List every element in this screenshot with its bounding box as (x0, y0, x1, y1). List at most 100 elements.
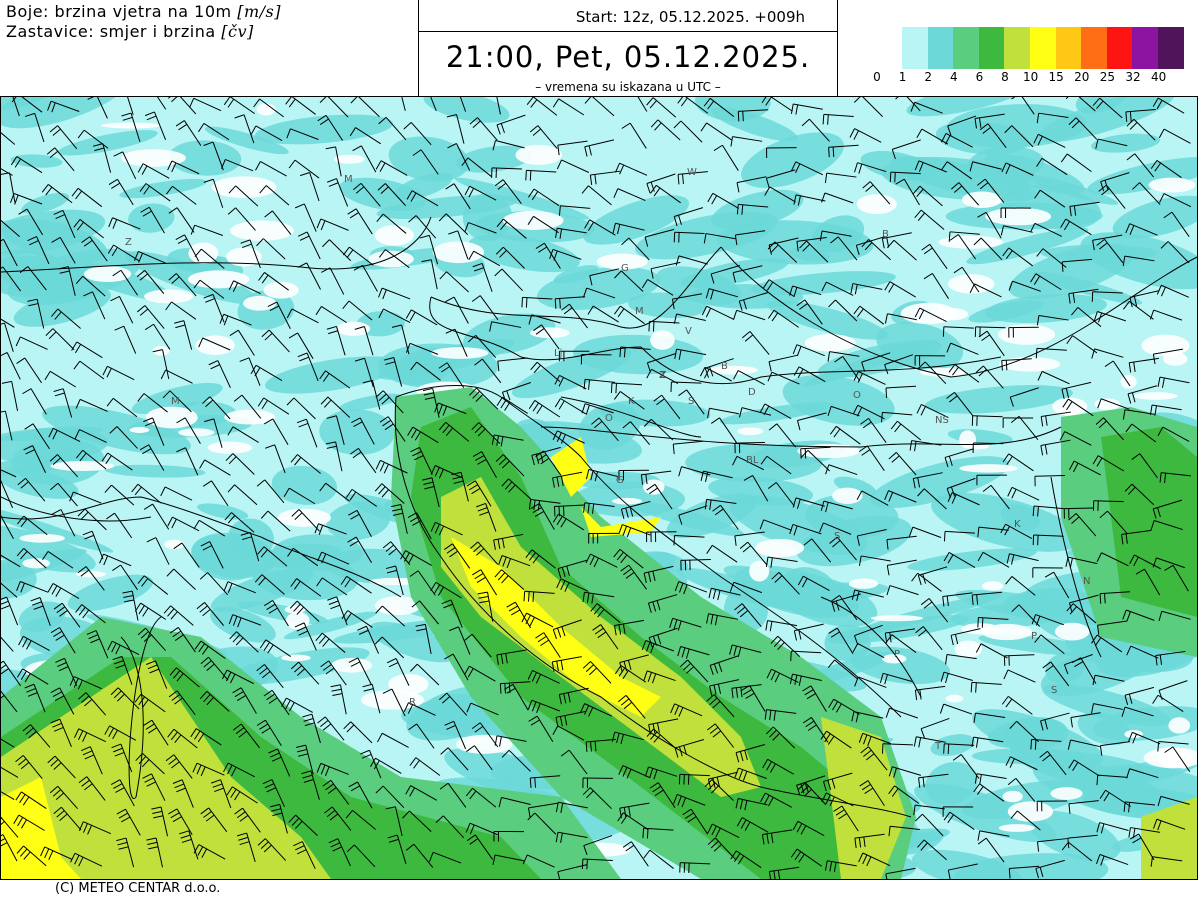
wind-barb (387, 834, 407, 864)
wind-field-patch (42, 405, 191, 455)
wind-barb (139, 183, 171, 202)
wind-barb (555, 801, 588, 814)
wind-barb (797, 575, 830, 592)
wind-barb (640, 470, 672, 485)
wind-barb (889, 171, 921, 183)
utc-note: – vremena su iskazana u UTC – (535, 80, 721, 94)
calm-patch (101, 122, 161, 129)
wind-barb (330, 684, 347, 715)
wind-barb (163, 605, 194, 626)
wind-barb (555, 227, 587, 239)
calm-patch (76, 571, 106, 578)
wind-barb (678, 773, 710, 785)
wind-barb (254, 574, 285, 595)
wind-barb (193, 279, 225, 299)
wind-barb (446, 114, 465, 144)
wind-barb (257, 546, 288, 567)
wind-barb (732, 265, 763, 283)
wind-barb (143, 417, 165, 446)
wind-barb (377, 732, 409, 748)
city-label: R (409, 697, 416, 708)
wind-barb (1150, 160, 1182, 179)
wind-barb (491, 434, 524, 447)
wind-barb (78, 821, 112, 835)
calm-patch (1002, 790, 1023, 803)
calm-patch (947, 274, 995, 294)
wind-barb (918, 773, 949, 788)
wind-barb (451, 471, 469, 502)
calm-patch (999, 356, 1061, 372)
wind-barb (386, 658, 410, 686)
wind-barb (1040, 439, 1071, 456)
wind-barb (767, 241, 798, 263)
wind-speed-region (1141, 797, 1197, 879)
calm-patch (882, 654, 907, 664)
wind-barb (521, 296, 553, 308)
wind-barb (910, 101, 943, 114)
wind-barb (379, 416, 406, 442)
wind-barb (822, 113, 854, 125)
wind-barb (203, 141, 224, 171)
wind-barb (1070, 712, 1101, 728)
city-label: Lj (554, 348, 562, 359)
city-label: M (344, 174, 353, 185)
wind-field-patch (1080, 232, 1200, 290)
wind-barb (288, 332, 314, 359)
wind-barb (1096, 552, 1129, 567)
wind-barb (471, 295, 499, 321)
wind-barb (497, 357, 528, 372)
wind-barb (1068, 117, 1098, 140)
copyright: (C) METEO CENTAR d.o.o. (55, 881, 221, 896)
wind-barb (943, 811, 975, 830)
wind-barb (439, 782, 467, 808)
wind-barb (796, 236, 827, 252)
legend-swatch (902, 27, 928, 69)
wind-barb (948, 231, 980, 242)
wind-barb (643, 849, 674, 869)
wind-speed-region (1, 657, 331, 879)
wind-barb (706, 613, 739, 626)
wind-barb (858, 555, 891, 566)
wind-barb (1099, 510, 1128, 534)
wind-barb (175, 120, 202, 146)
wind-barb (501, 382, 532, 402)
legend-label: 6 (975, 70, 984, 84)
wind-barb (707, 192, 740, 209)
wind-barb (352, 182, 381, 207)
wind-barb (643, 565, 674, 583)
wind-barb (122, 590, 139, 621)
wind-barb (970, 681, 1002, 693)
wind-barb (707, 407, 739, 419)
wind-barb (294, 622, 317, 651)
wind-barb (189, 97, 222, 112)
wind-barb (556, 578, 589, 592)
wind-barb (10, 156, 43, 174)
wind-barb (263, 600, 289, 627)
wind-field-patch (536, 266, 661, 310)
wind-barb (670, 381, 702, 393)
wind-barb (167, 160, 200, 175)
wind-barb (384, 356, 403, 387)
wind-barb (49, 125, 78, 150)
wind-field-patch (852, 593, 1002, 635)
wind-barb (320, 660, 347, 686)
wind-barb (914, 355, 946, 366)
wind-barb (1095, 417, 1125, 441)
wind-barb (262, 779, 285, 808)
wind-barb (584, 95, 615, 117)
wind-speed-region (441, 477, 761, 797)
wind-barb (0, 815, 19, 838)
city-label: V (685, 326, 692, 337)
wind-barb (535, 242, 561, 269)
wind-barb (679, 659, 709, 683)
wind-barb (50, 687, 75, 715)
wind-barb (734, 230, 766, 245)
wind-barb (464, 222, 497, 234)
wind-barb (1068, 460, 1101, 476)
wind-barb (25, 112, 45, 143)
wind-barb (430, 521, 463, 536)
wind-field-patch (376, 195, 519, 220)
wind-barb (362, 683, 381, 714)
wind-barb (1126, 768, 1159, 779)
wind-barb (706, 544, 738, 563)
